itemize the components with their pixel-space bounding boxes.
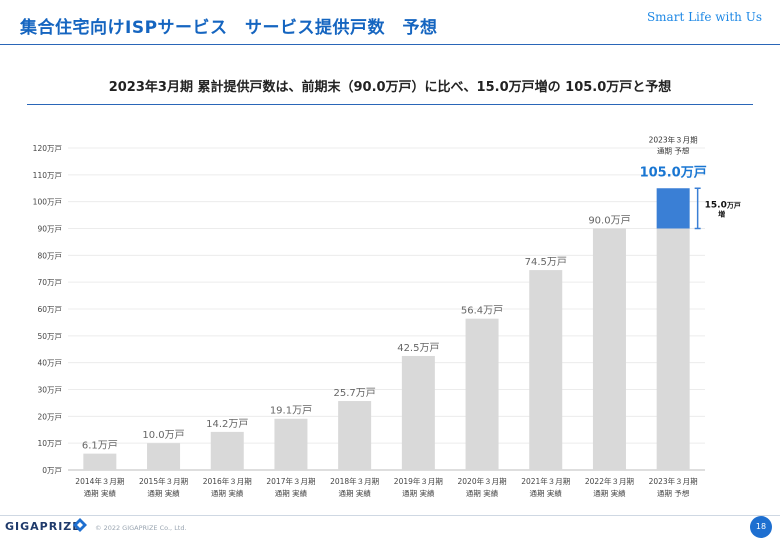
y-tick-label: 60万戸	[37, 305, 62, 314]
x-tick-label: 2018年３月期	[330, 476, 379, 486]
x-tick-label: 2017年３月期	[266, 476, 315, 486]
x-tick-sublabel: 通期 実績	[530, 488, 563, 498]
forecast-header-line: 2023年３月期	[649, 134, 698, 144]
y-tick-label: 90万戸	[37, 225, 62, 234]
y-tick-label: 70万戸	[37, 278, 62, 287]
x-tick-label: 2020年３月期	[458, 476, 507, 486]
data-label: 42.5万戸	[397, 342, 439, 354]
data-label: 14.2万戸	[206, 418, 248, 430]
bar-chart: 0万戸 10万戸 20万戸 30万戸 40万戸 50万戸 60万戸 70万戸 80万戸 90万戸 1…	[33, 134, 741, 498]
x-tick-sublabel: 通期 実績	[593, 488, 626, 498]
x-tick-label: 2022年３月期	[585, 476, 634, 486]
data-label: 90.0万戸	[588, 215, 630, 227]
x-tick-label: 2015年３月期	[139, 476, 188, 486]
bar	[147, 443, 181, 470]
y-tick-label: 40万戸	[37, 359, 62, 368]
y-tick-label: 50万戸	[37, 332, 62, 341]
data-label: 10.0万戸	[142, 429, 184, 441]
y-tick-label: 0万戸	[42, 466, 62, 475]
data-label: 19.1万戸	[270, 405, 312, 417]
logo-mark-icon	[73, 518, 87, 532]
bar	[338, 401, 372, 470]
bar	[592, 228, 626, 470]
data-label: 6.1万戸	[82, 440, 118, 452]
x-tick-sublabel: 通期 実績	[402, 488, 435, 498]
bar	[465, 318, 499, 470]
x-tick-sublabel: 通期 実績	[147, 488, 180, 498]
increase-label: 15.0万戸	[705, 200, 741, 210]
copyright-text: © 2022 GIGAPRIZE Co., Ltd.	[95, 524, 187, 532]
x-tick-sublabel: 通期 実績	[466, 488, 499, 498]
x-tick-sublabel: 通期 実績	[338, 488, 371, 498]
forecast-header-line: 通期 予想	[657, 145, 690, 155]
x-tick-sublabel: 通期 実績	[211, 488, 244, 498]
bar	[529, 270, 563, 470]
page-title: 集合住宅向けISPサービス サービス提供戸数 予想	[20, 18, 438, 38]
y-tick-label: 120万戸	[33, 144, 63, 153]
subtitle-divider	[27, 104, 753, 105]
company-logo: GIGAPRIZE	[5, 520, 81, 533]
x-tick-label: 2016年３月期	[203, 476, 252, 486]
bar	[656, 228, 690, 470]
data-label: 105.0万戸	[640, 165, 707, 180]
x-tick-label: 2019年３月期	[394, 476, 443, 486]
data-label: 25.7万戸	[334, 387, 376, 399]
increase-suffix: 増	[718, 209, 725, 218]
bar-increase	[656, 188, 690, 229]
x-tick-label: 2021年３月期	[521, 476, 570, 486]
bar	[83, 453, 117, 470]
y-tick-label: 20万戸	[37, 412, 62, 421]
x-tick-sublabel: 通期 実績	[275, 488, 308, 498]
x-tick-label: 2023年３月期	[649, 476, 698, 486]
y-tick-label: 100万戸	[33, 198, 63, 207]
chart-subtitle: 2023年3月期 累計提供戸数は、前期末（90.0万戸）に比べ、15.0万戸増の…	[108, 80, 672, 95]
x-tick-label: 2014年３月期	[75, 476, 124, 486]
data-label: 56.4万戸	[461, 305, 503, 317]
bar	[274, 418, 308, 470]
y-tick-label: 10万戸	[37, 439, 62, 448]
data-label: 74.5万戸	[525, 256, 567, 268]
brand-tagline: Smart Life with Us	[646, 10, 762, 24]
y-tick-label: 110万戸	[33, 171, 63, 180]
y-tick-label: 30万戸	[37, 386, 62, 395]
y-tick-label: 80万戸	[37, 251, 62, 260]
footer-divider	[0, 515, 780, 516]
header-divider	[0, 44, 780, 45]
x-tick-sublabel: 通期 実績	[84, 488, 117, 498]
x-tick-sublabel: 通期 予想	[657, 488, 690, 498]
bar	[210, 431, 244, 470]
bar	[401, 355, 435, 470]
page-number: 18	[750, 516, 772, 538]
